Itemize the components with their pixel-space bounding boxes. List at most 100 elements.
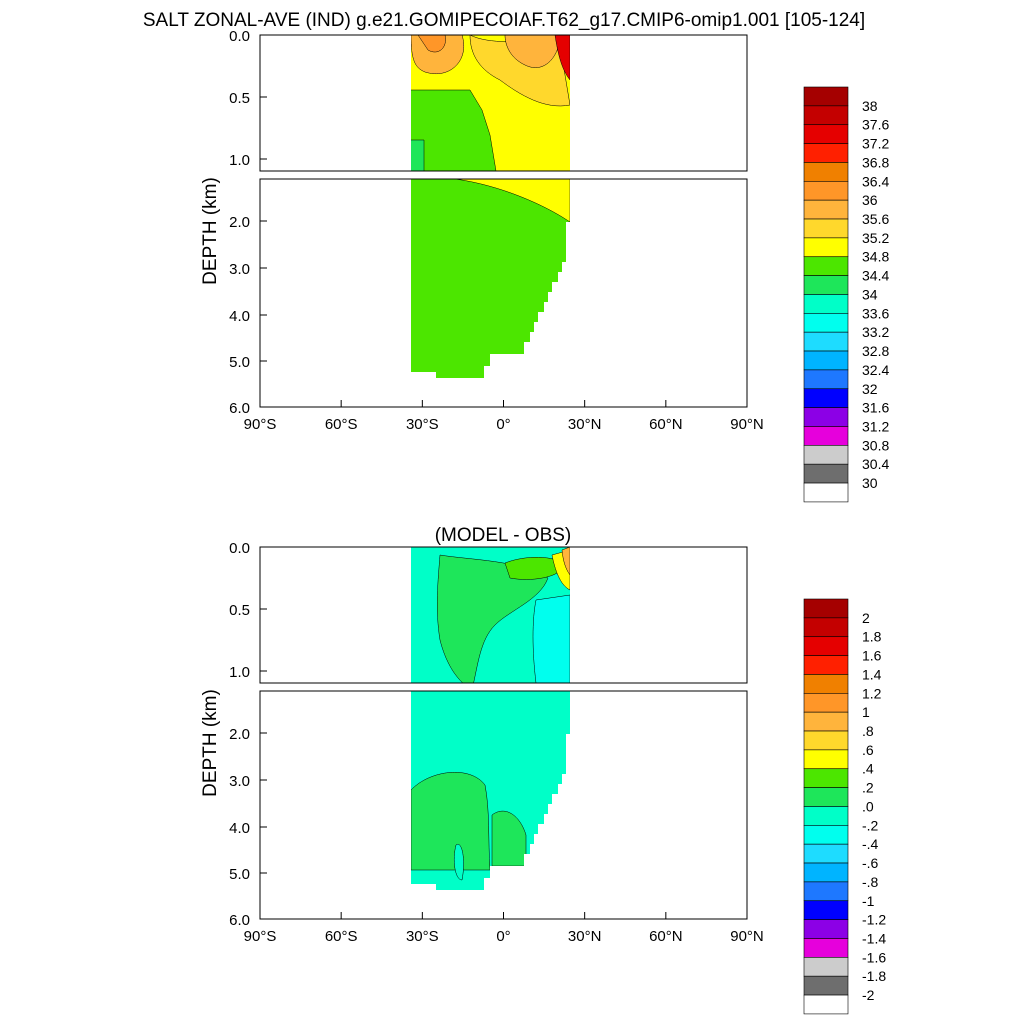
colorbar-label: 36 bbox=[862, 192, 878, 208]
upper-field bbox=[411, 35, 570, 171]
colorbar-swatch bbox=[803, 957, 849, 977]
x-tick-label: 30°S bbox=[406, 416, 439, 433]
colorbar-swatch bbox=[803, 86, 849, 107]
colorbar-swatch bbox=[803, 825, 849, 845]
colorbar-swatch bbox=[803, 655, 849, 675]
colorbar: 38 37.6 37.2 36.8 36.4 36 35.6 35.2 34.8 34.4 34 33… bbox=[803, 86, 889, 503]
colorbar-label: 31.2 bbox=[862, 418, 889, 434]
colorbar-label: 33.2 bbox=[862, 324, 889, 340]
panel-title: (MODEL - OBS) bbox=[435, 525, 572, 546]
colorbar-label: 2 bbox=[862, 610, 870, 626]
colorbar-swatch bbox=[803, 463, 849, 484]
colorbar-label: -.8 bbox=[862, 874, 879, 890]
x-tick-label: 60°S bbox=[325, 416, 358, 433]
colorbar-swatch bbox=[803, 881, 849, 902]
colorbar-label: .6 bbox=[862, 742, 874, 758]
colorbar-label: 37.2 bbox=[862, 136, 889, 152]
x-tick-label: 90°S bbox=[244, 416, 277, 433]
colorbar-label: 1.8 bbox=[862, 629, 882, 645]
colorbar-swatch bbox=[803, 806, 849, 826]
colorbar-swatch bbox=[803, 919, 849, 939]
colorbar-swatch bbox=[803, 598, 849, 619]
colorbar-swatch bbox=[803, 636, 849, 656]
y-tick-label: 1.0 bbox=[229, 664, 250, 681]
y-tick-label: 0.0 bbox=[229, 540, 250, 557]
figure-title: SALT ZONAL-AVE (IND) g.e21.GOMIPECOIAF.T… bbox=[143, 10, 865, 31]
colorbar-label: .8 bbox=[862, 723, 874, 739]
colorbar-swatch bbox=[803, 143, 849, 163]
colorbar-swatch bbox=[803, 369, 849, 390]
y-axis-label: DEPTH (km) bbox=[200, 689, 221, 797]
y-tick-label: 5.0 bbox=[229, 354, 250, 371]
colorbar-label: -1.8 bbox=[862, 968, 886, 984]
colorbar-label: 1.6 bbox=[862, 648, 882, 664]
lower-field bbox=[411, 179, 570, 378]
colorbar-swatch bbox=[803, 692, 849, 713]
colorbar-swatch bbox=[803, 105, 849, 126]
colorbar-swatch bbox=[803, 162, 849, 182]
colorbar-swatch bbox=[803, 199, 849, 220]
y-tick-label: 3.0 bbox=[229, 261, 250, 278]
colorbar-swatch bbox=[803, 730, 849, 751]
x-tick-label: 60°N bbox=[649, 928, 683, 945]
y-tick-label: 6.0 bbox=[229, 912, 250, 929]
x-tick-label: 30°N bbox=[568, 928, 602, 945]
colorbar-label: 34 bbox=[862, 286, 878, 302]
field-fill-low bbox=[411, 89, 497, 171]
x-tick-label: 60°N bbox=[649, 416, 683, 433]
colorbar-swatch bbox=[803, 256, 849, 276]
colorbar-label: -.2 bbox=[862, 817, 879, 833]
colorbar-swatch bbox=[803, 975, 849, 996]
y-tick-label: 4.0 bbox=[229, 308, 250, 325]
y-tick-label: 3.0 bbox=[229, 773, 250, 790]
colorbar-swatch bbox=[803, 294, 849, 314]
colorbar-swatch bbox=[803, 938, 849, 958]
colorbar-swatch bbox=[803, 181, 849, 201]
colorbar-label: 35.2 bbox=[862, 230, 889, 246]
colorbar-label: .0 bbox=[862, 798, 874, 814]
y-tick-label: 0.0 bbox=[229, 28, 250, 45]
colorbar-label: -.6 bbox=[862, 855, 879, 871]
colorbar-label: 32.8 bbox=[862, 343, 889, 359]
bias-fill-neg bbox=[532, 594, 570, 683]
colorbar-swatch bbox=[803, 900, 849, 920]
colorbar-swatch bbox=[803, 313, 849, 333]
field-fill-edge bbox=[411, 139, 425, 171]
colorbar-swatch bbox=[803, 407, 849, 427]
colorbar-swatch bbox=[803, 426, 849, 446]
colorbar-label: -1 bbox=[862, 893, 875, 909]
colorbar-label: 31.6 bbox=[862, 400, 889, 416]
colorbar-label: 35.6 bbox=[862, 211, 889, 227]
x-tick-label: 90°S bbox=[244, 928, 277, 945]
upper-axes-frame bbox=[259, 34, 748, 172]
y-tick-label: 5.0 bbox=[229, 866, 250, 883]
field-fill-outflow bbox=[554, 35, 570, 81]
bias-lower-neg bbox=[454, 843, 464, 881]
colorbar-label: 30 bbox=[862, 475, 878, 491]
colorbar-swatch bbox=[803, 350, 849, 371]
x-tick-label: 0° bbox=[496, 416, 510, 433]
colorbar-swatch bbox=[803, 445, 849, 465]
upper-axes-frame bbox=[259, 546, 748, 684]
colorbar-label: 30.4 bbox=[862, 456, 889, 472]
x-tick-label: 60°S bbox=[325, 928, 358, 945]
x-tick-label: 90°N bbox=[730, 416, 764, 433]
colorbar-label: 33.6 bbox=[862, 305, 889, 321]
y-tick-label: 6.0 bbox=[229, 400, 250, 417]
colorbar-swatch bbox=[803, 482, 849, 503]
colorbar-swatch bbox=[803, 617, 849, 638]
colorbar-label: -1.4 bbox=[862, 930, 886, 946]
bias-fill-pos4 bbox=[561, 547, 570, 576]
colorbar-label: -1.6 bbox=[862, 949, 886, 965]
colorbar-swatch bbox=[803, 674, 849, 694]
colorbar-label: .4 bbox=[862, 761, 874, 777]
colorbar-label: 36.8 bbox=[862, 154, 889, 170]
y-tick-label: 1.0 bbox=[229, 152, 250, 169]
colorbar-label: -.4 bbox=[862, 836, 879, 852]
upper-field bbox=[411, 547, 570, 683]
x-tick-label: 90°N bbox=[730, 928, 764, 945]
lower-fill-upper bbox=[454, 179, 570, 223]
colorbar: 21.81.61.41.21.8.6.4.2.0-.2-.4-.6-.8-1-1… bbox=[803, 598, 886, 1015]
